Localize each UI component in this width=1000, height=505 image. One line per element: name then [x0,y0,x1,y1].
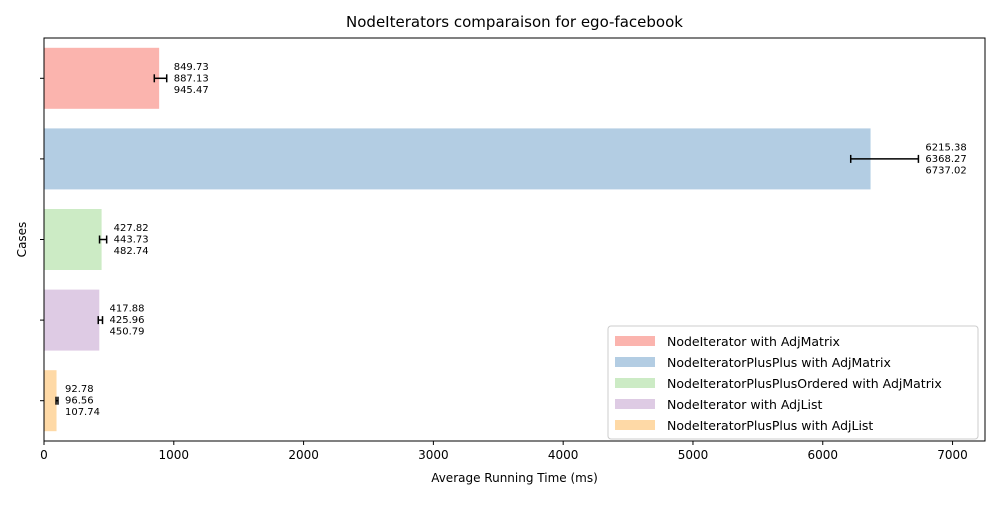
legend-box [607,325,979,440]
data-label: 443.73 [114,235,149,246]
x-tick-label: 3000 [418,448,449,462]
chart-title: NodeIterators comparaison for ego-facebo… [346,13,683,31]
data-label: 482.74 [114,246,149,257]
y-axis-label: Cases [15,222,29,258]
bar [44,289,100,351]
data-label: 425.96 [110,315,145,326]
bar [44,47,160,109]
legend-entry: NodeIterator with AdjList [667,397,823,412]
data-label: 6215.38 [925,142,966,153]
bar [44,128,871,190]
x-tick-label: 0 [40,448,48,462]
legend-entry: NodeIteratorPlusPlusOrdered with AdjMatr… [667,376,942,391]
x-tick-label: 5000 [678,448,709,462]
x-tick-label: 4000 [548,448,579,462]
data-label: 96.56 [65,396,94,407]
legend-swatch [615,378,655,388]
error-bars-layer [55,74,920,405]
axes-layer: 0 1000 2000 3000 4000 5000 6000 7000 [40,37,986,462]
legend-entry: NodeIterator with AdjMatrix [667,334,840,349]
legend-swatch [615,336,655,346]
x-tick-label: 1000 [159,448,190,462]
bar [44,370,57,432]
x-tick-label: 6000 [807,448,838,462]
data-label: 849.73 [174,62,209,73]
legend-entry: NodeIteratorPlusPlus with AdjMatrix [667,355,891,370]
x-axis-label: Average Running Time (ms) [431,471,598,485]
legend-entry: NodeIteratorPlusPlus with AdjList [667,418,873,433]
data-label: 450.79 [110,327,145,338]
data-label: 107.74 [65,407,100,418]
plot-frame [43,37,986,442]
legend-swatch [615,357,655,367]
x-tick-label: 2000 [288,448,319,462]
data-label: 92.78 [65,384,94,395]
data-label: 417.88 [110,304,145,315]
data-label: 6737.02 [925,165,966,176]
data-label: 887.13 [174,73,209,84]
legend-swatch [615,420,655,430]
legend-swatch [615,399,655,409]
x-tick-label: 7000 [937,448,968,462]
bars-layer [44,47,871,432]
bar [44,209,102,270]
legend: NodeIterator with AdjMatrix NodeIteratorP… [607,325,979,440]
data-label: 427.82 [114,223,149,234]
data-label: 6368.27 [925,154,966,165]
data-label: 945.47 [174,85,209,96]
